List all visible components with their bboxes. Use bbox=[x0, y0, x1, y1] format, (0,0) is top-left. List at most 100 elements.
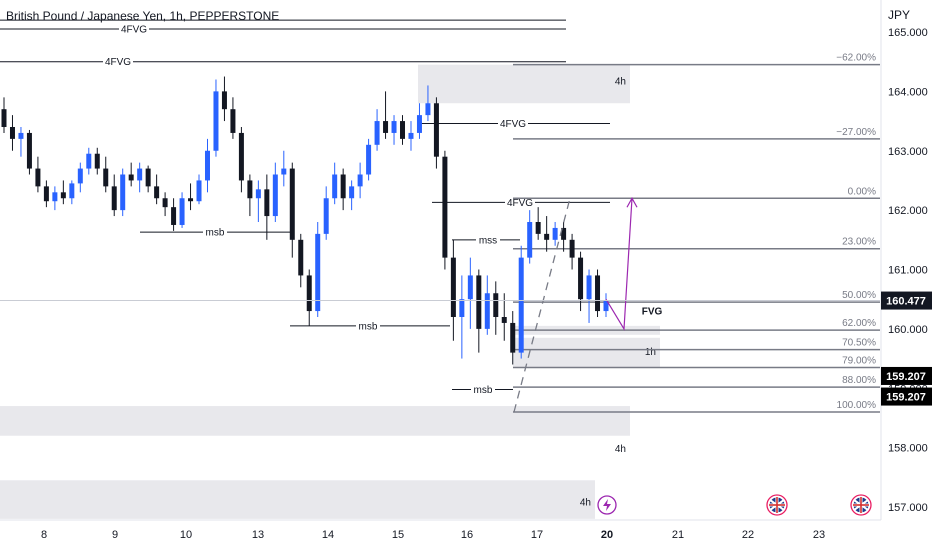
candle-body bbox=[137, 168, 143, 181]
candle bbox=[213, 79, 219, 157]
candle-body bbox=[145, 168, 151, 187]
candle bbox=[357, 162, 363, 199]
candle-body bbox=[493, 293, 499, 317]
candle bbox=[77, 162, 83, 193]
candle-body bbox=[103, 168, 109, 187]
candle bbox=[35, 156, 41, 193]
x-tick-label: 17 bbox=[531, 529, 543, 541]
candle bbox=[306, 269, 312, 326]
candle-body bbox=[578, 257, 584, 300]
level-label: 4FVG bbox=[105, 57, 131, 68]
x-tick-label: 8 bbox=[41, 529, 47, 541]
fib-label: −27.00% bbox=[836, 127, 876, 138]
candle-body bbox=[518, 257, 524, 353]
y-tick-label: 165.000 bbox=[888, 27, 928, 39]
candle-body bbox=[298, 239, 304, 276]
price-tag: 159.207 bbox=[881, 387, 932, 406]
candle-body bbox=[595, 275, 601, 312]
candle bbox=[196, 174, 202, 205]
candle-body bbox=[9, 127, 15, 139]
candle bbox=[603, 293, 609, 317]
candle bbox=[137, 162, 143, 193]
price-tag-label: 159.207 bbox=[886, 371, 926, 383]
y-tick-label: 157.000 bbox=[888, 502, 928, 514]
candle-body bbox=[459, 299, 465, 317]
fib-label: 50.00% bbox=[842, 290, 876, 301]
y-tick-label: 162.000 bbox=[888, 205, 928, 217]
candle-body bbox=[188, 198, 194, 202]
candle bbox=[450, 239, 456, 341]
candle-body bbox=[264, 189, 270, 217]
candle bbox=[408, 121, 414, 151]
candle bbox=[315, 222, 321, 317]
candle-body bbox=[561, 227, 567, 240]
candle bbox=[18, 127, 24, 157]
candle bbox=[484, 275, 490, 335]
candle bbox=[69, 180, 75, 205]
candle bbox=[578, 251, 584, 312]
candle bbox=[416, 103, 422, 139]
candle-body bbox=[94, 153, 100, 169]
candle bbox=[26, 129, 32, 175]
candle bbox=[493, 281, 499, 335]
candle-body bbox=[69, 183, 75, 199]
candle-body bbox=[52, 192, 58, 202]
candle-body bbox=[501, 317, 507, 323]
candle-body bbox=[162, 198, 168, 208]
candle bbox=[510, 311, 516, 365]
candle bbox=[544, 216, 550, 252]
price-tag-bg bbox=[881, 291, 932, 310]
candle-body bbox=[442, 156, 448, 258]
zone-label: 1h bbox=[645, 347, 656, 358]
level-label: mss bbox=[479, 235, 497, 246]
level-label: 4FVG bbox=[500, 119, 526, 130]
candle bbox=[154, 174, 160, 205]
candle-body bbox=[408, 132, 414, 139]
candle bbox=[179, 192, 185, 228]
candle-body bbox=[349, 186, 355, 199]
candle-body bbox=[238, 132, 244, 181]
candle bbox=[111, 174, 117, 217]
candle-body bbox=[383, 121, 389, 133]
candle bbox=[145, 165, 151, 193]
uk-flag-icon bbox=[850, 494, 872, 516]
candle-body bbox=[603, 300, 609, 312]
candle-body bbox=[221, 91, 227, 110]
fib-label: −62.00% bbox=[836, 53, 876, 64]
x-tick-label: 16 bbox=[461, 529, 473, 541]
candle-body bbox=[332, 174, 338, 199]
candle-body bbox=[154, 186, 160, 199]
candle bbox=[383, 91, 389, 139]
candle-body bbox=[111, 186, 117, 211]
candle bbox=[459, 275, 465, 359]
candle-body bbox=[433, 103, 439, 157]
y-tick-label: 163.000 bbox=[888, 146, 928, 158]
lightning-bolt bbox=[603, 499, 611, 511]
candle-body bbox=[552, 227, 558, 240]
candle bbox=[255, 180, 261, 222]
candle-body bbox=[467, 275, 473, 300]
candle bbox=[374, 109, 380, 151]
candle bbox=[595, 269, 601, 317]
dashed-trend-line bbox=[513, 198, 571, 413]
candle bbox=[289, 162, 295, 258]
zone-label: 4h bbox=[580, 497, 591, 508]
projection-arrowhead bbox=[626, 197, 638, 208]
candle bbox=[238, 127, 244, 193]
candle-body bbox=[196, 180, 202, 202]
candle-body bbox=[450, 257, 456, 317]
candle bbox=[1, 97, 7, 133]
uk-flag-icon bbox=[766, 494, 788, 516]
candle bbox=[221, 76, 227, 122]
x-tick-label: 9 bbox=[112, 529, 118, 541]
fib-label: 100.00% bbox=[837, 400, 877, 411]
candle-body bbox=[476, 275, 482, 329]
level-label: 4FVG bbox=[507, 198, 533, 209]
candle-body bbox=[306, 275, 312, 312]
candle-body bbox=[391, 121, 397, 133]
candle bbox=[400, 115, 406, 145]
fib-label: 88.00% bbox=[842, 375, 876, 386]
fib-label: 23.00% bbox=[842, 237, 876, 248]
x-tick-label: 22 bbox=[742, 529, 754, 541]
